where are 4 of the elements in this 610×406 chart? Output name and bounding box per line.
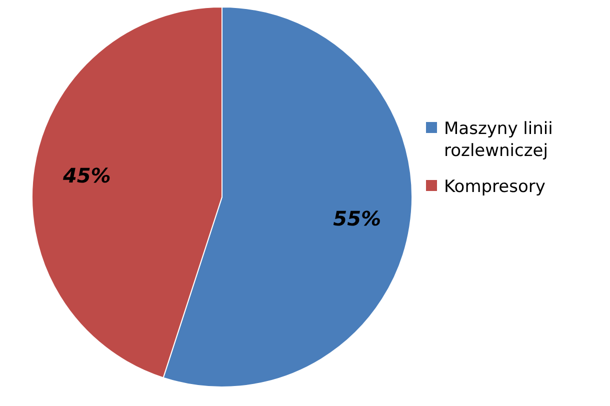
data-label: 55%	[333, 206, 382, 230]
legend-label: Maszyny linii rozlewniczej	[444, 118, 553, 162]
legend-label: Kompresory	[444, 176, 546, 197]
data-label: 45%	[62, 164, 111, 188]
